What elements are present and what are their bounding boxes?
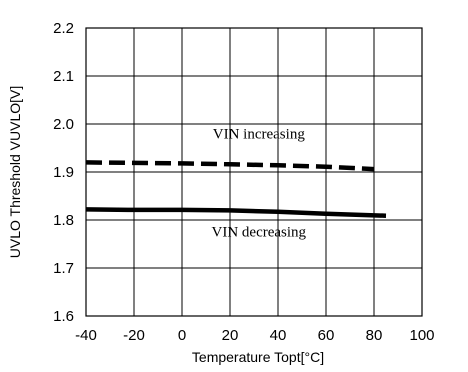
plot-border <box>85 27 423 317</box>
series-vin-decreasing-line <box>85 207 387 218</box>
x-tick-label: 40 <box>270 327 287 344</box>
plot-frame <box>85 27 423 317</box>
y-tick-label: 1.9 <box>53 164 74 181</box>
x-tick-label: 80 <box>366 327 383 344</box>
y-axis-label: UVLO Threshold VUVLO[V] <box>7 86 23 258</box>
annotations: VIN increasing VIN decreasing <box>212 126 307 240</box>
y-tick-label: 2.1 <box>53 68 74 85</box>
y-tick-label: 2.2 <box>53 20 74 37</box>
x-tick-label: -40 <box>75 327 97 344</box>
y-tick-label: 2.0 <box>53 116 74 133</box>
y-tick-label: 1.6 <box>53 308 74 325</box>
x-tick-label: 60 <box>318 327 335 344</box>
tick-labels: -40 -20 0 20 40 60 80 100 1.6 1.7 1.8 1.9 2.0 2.1 2.2 <box>53 20 434 344</box>
grid-layer <box>86 28 422 316</box>
series-vin-increasing-line <box>85 160 375 172</box>
annotation-vin-increasing: VIN increasing <box>213 126 306 142</box>
x-tick-label: 0 <box>178 327 186 344</box>
y-tick-label: 1.8 <box>53 212 74 229</box>
x-tick-label: 20 <box>222 327 239 344</box>
x-tick-label: 100 <box>409 327 434 344</box>
x-tick-label: -20 <box>123 327 145 344</box>
x-axis-label: Temperature Topt[°C] <box>192 349 324 365</box>
y-tick-label: 1.7 <box>53 260 74 277</box>
series-layer <box>85 160 387 218</box>
annotation-vin-decreasing: VIN decreasing <box>212 224 307 240</box>
